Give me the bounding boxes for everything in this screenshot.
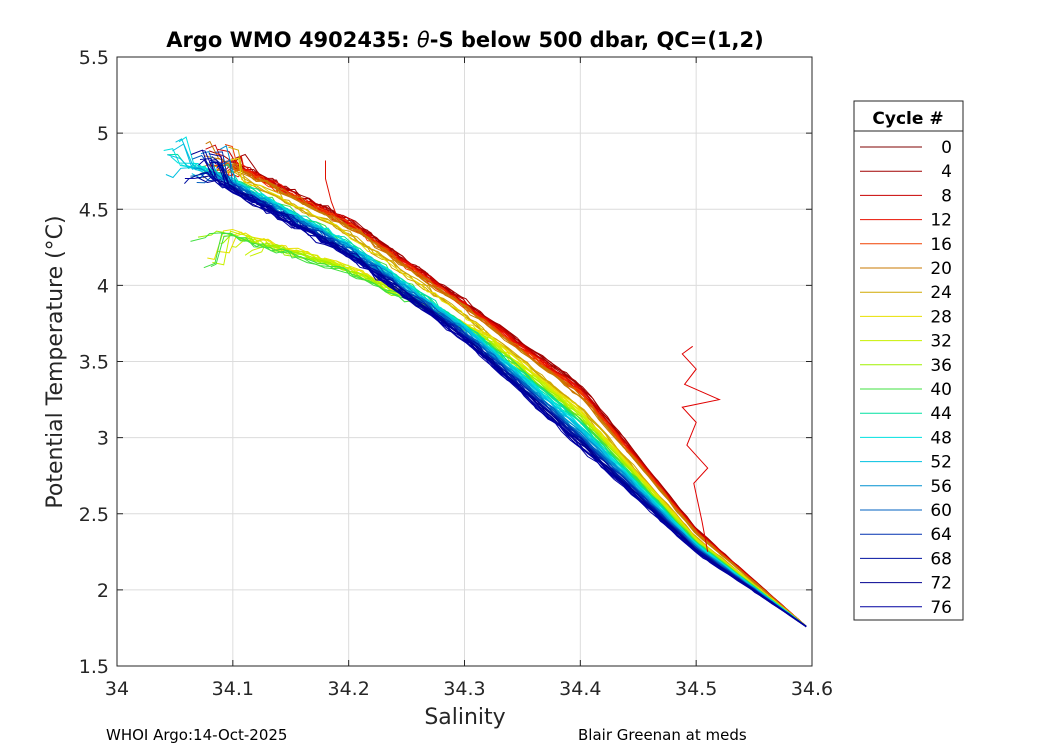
legend-label: 28 bbox=[930, 307, 952, 327]
legend-label: 20 bbox=[930, 259, 952, 279]
legend-label: 72 bbox=[930, 574, 952, 594]
y-tick-label: 4.5 bbox=[79, 199, 109, 221]
x-tick-label: 34.6 bbox=[791, 678, 833, 700]
y-tick-label: 1.5 bbox=[79, 656, 109, 678]
legend-label: 68 bbox=[930, 549, 952, 569]
chart-title: Argo WMO 4902435: θ-S below 500 dbar, QC… bbox=[166, 28, 763, 52]
y-tick-label: 3.5 bbox=[79, 352, 109, 374]
y-tick-label: 2 bbox=[97, 580, 109, 602]
legend-title: Cycle # bbox=[872, 109, 943, 129]
y-tick-label: 5 bbox=[97, 123, 109, 145]
legend-label: 40 bbox=[930, 380, 952, 400]
x-tick-label: 34.5 bbox=[675, 678, 717, 700]
x-tick-label: 34 bbox=[105, 678, 129, 700]
x-tick-label: 34.1 bbox=[212, 678, 254, 700]
legend-label: 52 bbox=[930, 453, 952, 473]
y-tick-label: 4 bbox=[97, 275, 109, 297]
axis-ticks: 34 34.1 34.2 34.3 34.4 34.5 34.6 1.5 2 2.5 3 3.5 4 4.… bbox=[79, 47, 833, 700]
footer-right: Blair Greenan at meds bbox=[578, 726, 747, 744]
legend: Cycle # 04812162024283236404448525660646… bbox=[853, 100, 964, 621]
legend-label: 8 bbox=[941, 186, 952, 206]
legend-label: 16 bbox=[930, 235, 952, 255]
legend-label: 60 bbox=[930, 501, 952, 521]
legend-label: 64 bbox=[930, 525, 952, 545]
curl-profile-line bbox=[325, 160, 338, 218]
x-axis-label: Salinity bbox=[424, 705, 505, 730]
legend-label: 36 bbox=[930, 356, 952, 376]
legend-box bbox=[853, 100, 964, 621]
legend-label: 44 bbox=[930, 404, 952, 424]
y-tick-label: 3 bbox=[97, 428, 109, 450]
footer-left: WHOI Argo:14-Oct-2025 bbox=[106, 726, 288, 744]
y-tick-label: 5.5 bbox=[79, 47, 109, 69]
legend-label: 32 bbox=[930, 332, 952, 352]
profile-line bbox=[208, 153, 807, 628]
y-axis-label: Potential Temperature (°C) bbox=[43, 215, 68, 508]
profile-line bbox=[198, 159, 807, 628]
x-tick-label: 34.3 bbox=[443, 678, 485, 700]
profiles bbox=[163, 136, 807, 628]
legend-label: 56 bbox=[930, 477, 952, 497]
profile-line bbox=[180, 162, 807, 627]
legend-label: 4 bbox=[941, 162, 952, 182]
legend-label: 0 bbox=[941, 138, 952, 158]
outlier-profile-line bbox=[681, 345, 721, 552]
x-tick-label: 34.2 bbox=[328, 678, 370, 700]
x-tick-label: 34.4 bbox=[559, 678, 601, 700]
legend-label: 76 bbox=[930, 598, 952, 618]
y-tick-label: 2.5 bbox=[79, 504, 109, 526]
legend-label: 24 bbox=[930, 283, 952, 303]
legend-label: 12 bbox=[930, 211, 952, 231]
legend-label: 48 bbox=[930, 428, 952, 448]
